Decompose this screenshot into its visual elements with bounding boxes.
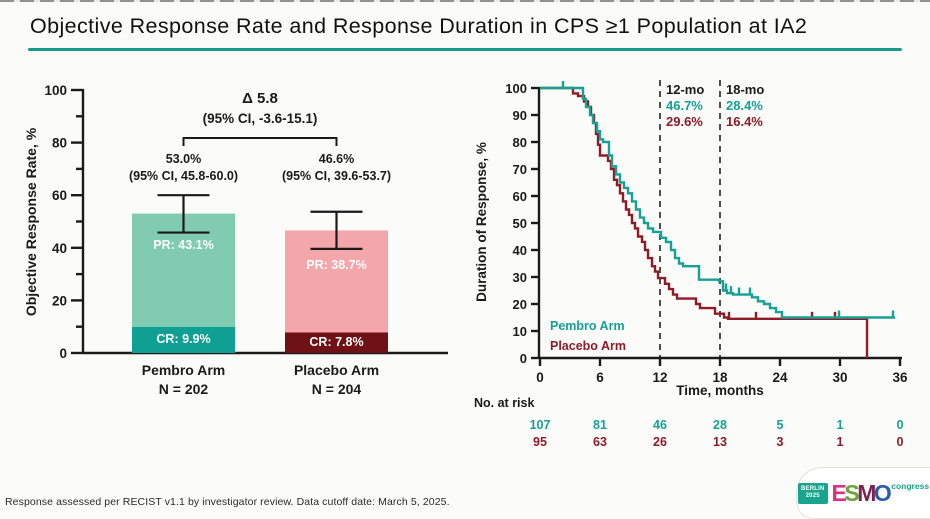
orr-ytick-label: 100 — [44, 83, 67, 98]
orr-ytick-label: 60 — [52, 188, 67, 203]
no-at-risk-value: 81 — [593, 418, 607, 432]
orr-total-label: 53.0% — [166, 152, 201, 166]
milestone-placebo-value: 16.4% — [726, 114, 763, 129]
esmo-wordmark: ESMO congress — [831, 479, 930, 506]
berlin-2025-badge: BERLIN 2025 — [797, 482, 828, 504]
page-title: Objective Response Rate and Response Dur… — [30, 14, 808, 38]
no-at-risk-value: 1 — [837, 418, 844, 432]
dor-ytick-label: 70 — [513, 162, 527, 177]
dor-xtick-label: 24 — [772, 370, 788, 385]
no-at-risk-value: 26 — [653, 435, 667, 449]
dor-xtick-label: 12 — [652, 370, 667, 385]
badge-city: BERLIN — [800, 485, 825, 492]
no-at-risk-value: 5 — [777, 418, 784, 432]
dor-ytick-label: 40 — [513, 243, 527, 258]
orr-total-label: 46.6% — [319, 152, 354, 166]
no-at-risk-label: No. at risk — [474, 396, 534, 410]
title-underline — [28, 48, 902, 51]
dor-ytick-label: 90 — [513, 108, 527, 123]
dor-ytick-label: 20 — [513, 297, 527, 312]
orr-arm-name: Placebo Arm — [294, 362, 379, 378]
esmo-letter-o: O — [873, 479, 892, 506]
orr-ytick-label: 80 — [52, 136, 67, 151]
dor-km-chart: 12-mo46.7%29.6%18-mo28.4%16.4%0102030405… — [474, 80, 908, 449]
no-at-risk-value: 3 — [777, 435, 784, 449]
esmo-letter-e: E — [831, 479, 847, 506]
slide-top-edge — [0, 0, 930, 2]
esmo-congress-logo: BERLIN 2025 ESMO congress — [796, 467, 930, 519]
milestone-pembro-value: 46.7% — [666, 98, 703, 113]
orr-ylabel: Objective Response Rate, % — [23, 127, 39, 316]
dor-ytick-label: 10 — [513, 324, 527, 339]
orr-pr-label: PR: 43.1% — [153, 238, 213, 252]
no-at-risk-value: 107 — [530, 418, 551, 432]
dor-xtick-label: 18 — [712, 370, 728, 385]
orr-ci-label: (95% CI, 39.6-53.7) — [282, 169, 391, 183]
legend-pembro: Pembro Arm — [550, 319, 625, 333]
orr-arm-n: N = 202 — [159, 381, 209, 397]
orr-bar-placebo — [285, 210, 388, 353]
dor-ytick-label: 50 — [513, 216, 527, 231]
dor-ylabel: Duration of Response, % — [474, 142, 489, 302]
no-at-risk-value: 28 — [713, 418, 727, 432]
orr-ytick-label: 40 — [52, 241, 67, 256]
orr-delta-ci: (95% CI, -3.6-15.1) — [203, 111, 318, 126]
milestone-title: 12-mo — [666, 82, 704, 97]
orr-cr-label: CR: 7.8% — [309, 335, 363, 349]
dor-ytick-label: 30 — [513, 270, 527, 285]
milestone-pembro-value: 28.4% — [726, 98, 763, 113]
dor-ytick-label: 60 — [513, 189, 527, 204]
orr-arm-n: N = 204 — [312, 381, 362, 397]
no-at-risk-value: 0 — [897, 418, 904, 432]
dor-xlabel: Time, months — [676, 383, 764, 398]
no-at-risk-value: 1 — [837, 435, 844, 449]
orr-ytick-label: 20 — [52, 293, 67, 308]
esmo-letter-m: M — [857, 479, 876, 506]
footnote: Response assessed per RECIST v1.1 by inv… — [5, 496, 450, 508]
esmo-letters: ESMO — [831, 479, 892, 506]
orr-ci-label: (95% CI, 45.8-60.0) — [129, 169, 238, 183]
milestone-placebo-value: 29.6% — [666, 114, 703, 129]
no-at-risk-row-pembro: 107 81 46 28 5 1 0 — [530, 418, 904, 432]
orr-pr-label: PR: 38.7% — [306, 258, 366, 272]
dor-axes — [531, 86, 902, 366]
dor-ytick-label: 80 — [513, 135, 527, 150]
no-at-risk-value: 46 — [653, 418, 667, 432]
dor-ytick-label: 100 — [505, 81, 527, 96]
no-at-risk-value: 13 — [713, 435, 727, 449]
orr-delta-label: Δ 5.8 — [242, 90, 278, 107]
milestone-title: 18-mo — [726, 82, 764, 97]
badge-year: 2025 — [805, 493, 820, 499]
dor-xtick-label: 0 — [536, 370, 544, 385]
orr-bar-chart: 0 20 40 60 80 100 Objective Response Rate, % Δ … — [23, 83, 448, 397]
dor-xtick-label: 36 — [892, 370, 908, 385]
orr-bar-pembro — [132, 194, 235, 353]
no-at-risk-value: 95 — [533, 435, 547, 449]
no-at-risk-value: 63 — [593, 435, 607, 449]
congress-label: congress — [891, 480, 930, 491]
no-at-risk-row-placebo: 95 63 26 13 3 1 0 — [533, 435, 903, 449]
orr-ytick-label: 0 — [59, 346, 67, 361]
no-at-risk-value: 0 — [897, 435, 904, 449]
legend-placebo: Placebo Arm — [550, 339, 626, 353]
esmo-letter-s: S — [844, 479, 859, 506]
dor-ytick-label: 0 — [520, 351, 527, 366]
km-curve-pembro — [540, 81, 895, 319]
orr-delta-bracket — [182, 137, 338, 146]
orr-axes — [71, 88, 448, 355]
dor-xtick-label: 6 — [596, 370, 604, 385]
orr-arm-name: Pembro Arm — [142, 362, 226, 378]
orr-cr-label: CR: 9.9% — [156, 332, 210, 346]
dor-xtick-label: 30 — [832, 370, 847, 385]
